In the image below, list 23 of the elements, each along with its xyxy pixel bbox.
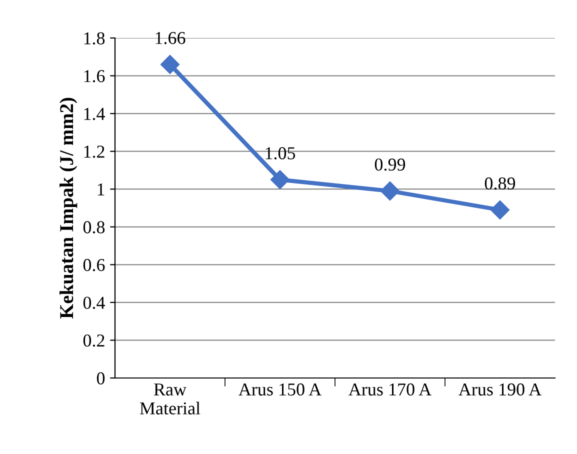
point [490, 200, 510, 220]
y-tick-label: 0 [96, 372, 105, 384]
y-tick-label: 1.8 [84, 32, 105, 45]
data-label: 1.05 [266, 147, 296, 160]
y-tick-label: 0.6 [83, 258, 105, 272]
y-tick-label: 0.8 [83, 221, 105, 234]
x-tick-label: Arus 150 A [238, 383, 322, 396]
y-axis-title: Kekuatan Impak (J/ mm2) [60, 98, 78, 319]
y-tick-label: 1.4 [84, 108, 105, 120]
point [270, 170, 290, 190]
x-tick-label: Raw Material [140, 384, 200, 414]
y-tick-label: 1.2 [84, 146, 104, 158]
data-label: 0.99 [374, 158, 406, 171]
data-label: 1.66 [156, 32, 186, 44]
x-tick-label: Arus 170 A [348, 383, 432, 396]
y-tick-label: 1.6 [84, 70, 105, 82]
point [160, 54, 180, 74]
point [380, 181, 400, 201]
data-label: 0.89 [484, 177, 516, 190]
y-tick-label: 0.4 [83, 296, 105, 309]
y-tick-label: 1 [98, 183, 104, 196]
y-tick-label: 0.2 [83, 334, 104, 347]
x-tick-label: Arus 190 A [458, 383, 542, 396]
